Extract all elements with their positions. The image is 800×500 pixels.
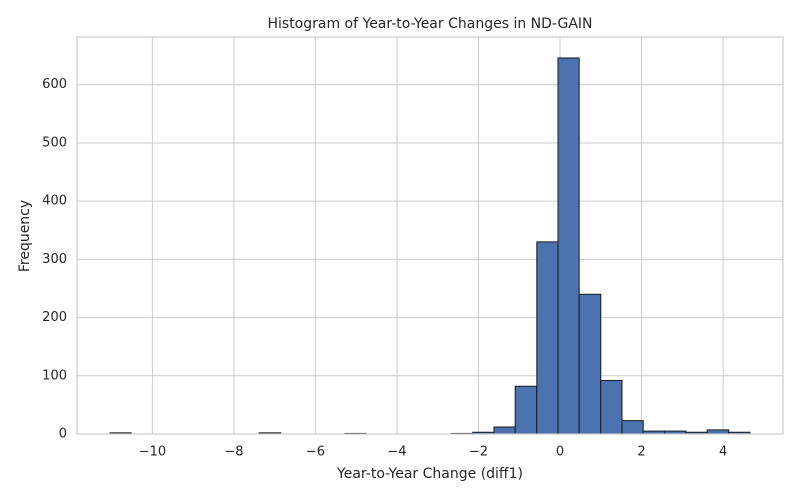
y-tick-label: 0 (59, 427, 67, 442)
bar (514, 385, 538, 435)
y-axis-label: Frequency (17, 200, 33, 272)
y-tick-label: 400 (42, 194, 67, 209)
x-tick-label: −4 (387, 445, 406, 460)
y-tick-label: 100 (42, 368, 67, 383)
x-tick-label: 0 (556, 445, 564, 460)
x-tick-label: −10 (139, 445, 166, 460)
x-tick-label: −8 (224, 445, 243, 460)
bar (578, 293, 602, 435)
x-tick-label: −6 (306, 445, 325, 460)
x-tick-label: 4 (719, 445, 727, 460)
y-tick-label: 200 (42, 310, 67, 325)
y-tick-label: 500 (42, 135, 67, 150)
bar (557, 57, 580, 435)
bar (600, 379, 623, 435)
y-tick-label: 300 (42, 252, 67, 267)
y-tick-label: 600 (42, 77, 67, 92)
chart-title: Histogram of Year-to-Year Changes in ND-… (267, 16, 592, 32)
x-axis-label: Year-to-Year Change (diff1) (336, 466, 523, 482)
bar (536, 241, 559, 435)
bar (706, 429, 730, 435)
x-tick-label: −2 (469, 445, 488, 460)
bar (621, 420, 644, 435)
plot-frame (76, 36, 784, 435)
x-tick-label: 2 (637, 445, 645, 460)
bar (493, 426, 516, 435)
